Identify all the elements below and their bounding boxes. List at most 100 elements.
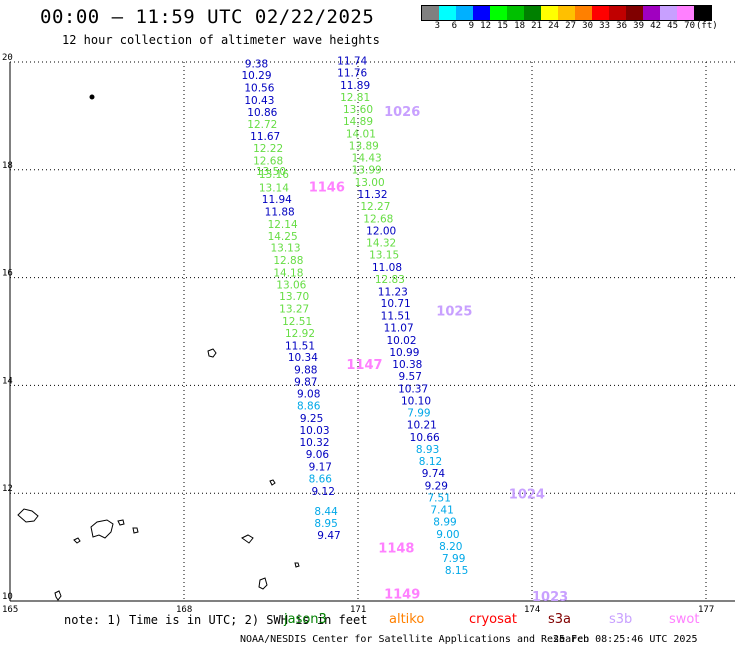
legend-label: 70 (684, 21, 695, 31)
legend-swatch (439, 6, 456, 20)
island-outline (117, 519, 125, 526)
pass-number-label: 1026 (384, 105, 420, 120)
wave-height-value: 12.00 (366, 225, 396, 237)
wave-height-value: 11.32 (357, 189, 387, 201)
legend-swatch (507, 6, 524, 20)
wave-height-value: 11.07 (384, 323, 414, 335)
legend-label: 30 (582, 21, 593, 31)
satellite-legend-cryosat: cryosat (469, 612, 517, 627)
legend-swatch (694, 6, 711, 20)
wave-height-value: 8.95 (314, 518, 337, 530)
wave-height-value: 8.20 (439, 541, 462, 553)
wave-height-value: 11.23 (378, 286, 408, 298)
y-tick-label: 20 (2, 53, 13, 63)
legend-label: 33 (599, 21, 610, 31)
wave-height-value: 10.66 (410, 432, 440, 444)
wave-height-value: 11.08 (372, 262, 402, 274)
wave-height-value: 10.71 (381, 298, 411, 310)
island-outline (258, 577, 268, 590)
legend-swatch (626, 6, 643, 20)
wave-height-value: 10.10 (401, 395, 431, 407)
wave-height-value: 12.81 (340, 92, 370, 104)
wave-height-value: 11.51 (285, 340, 315, 352)
wave-height-value: 11.76 (337, 68, 367, 80)
wave-height-value: 13.00 (355, 177, 385, 189)
wave-height-value: 9.17 (309, 462, 332, 474)
wave-height-value: 12.92 (285, 328, 315, 340)
satellite-legend-swot: swot (669, 612, 700, 627)
wave-height-value: 9.25 (300, 413, 323, 425)
wave-height-value: 8.15 (445, 565, 468, 577)
pass-number-label: 1025 (436, 304, 472, 319)
wave-height-value: 8.99 (433, 517, 456, 529)
wave-height-value: 9.74 (422, 468, 446, 480)
wave-height-value: 10.32 (299, 437, 329, 449)
legend-swatch (541, 6, 558, 20)
legend-label: 21 (531, 21, 542, 31)
wave-height-value: 7.51 (428, 492, 451, 504)
satellite-legend-s3b: s3b (609, 612, 633, 627)
x-tick-label: 165 (2, 605, 18, 615)
island-outline (207, 348, 217, 358)
lat-lon-grid: 20 18 16 14 12 10 165 168 171 174 177 (2, 53, 735, 615)
wave-height-value: 8.93 (416, 444, 439, 456)
pass-number-label: 1024 (509, 488, 545, 503)
pass-number-label: 1147 (346, 358, 382, 373)
wave-height-value: 13.14 (259, 182, 289, 194)
wave-height-value: 14.43 (352, 153, 382, 165)
wave-height-value: 11.88 (265, 207, 295, 219)
x-tick-label: 174 (524, 605, 540, 615)
wave-height-value: 8.66 (309, 473, 333, 485)
wave-height-value: 10.02 (386, 335, 416, 347)
wave-height-value: 12.14 (268, 219, 298, 231)
wave-height-value: 13.70 (279, 291, 309, 303)
wave-height-value: 10.37 (398, 383, 428, 395)
legend-unit: (ft) (696, 21, 718, 31)
legend-label: 15 (497, 21, 508, 31)
wave-height-value: 14.32 (366, 237, 396, 249)
wave-height-value: 9.87 (294, 376, 317, 388)
legend-swatch (456, 6, 473, 20)
footer-timestamp: 25 Feb 08:25:46 UTC 2025 (553, 634, 698, 645)
legend-swatch (609, 6, 626, 20)
wave-height-value: 11.67 (250, 131, 280, 143)
island-outline (241, 534, 254, 544)
wave-height-value: 13.06 (276, 279, 306, 291)
legend-swatch (558, 6, 575, 20)
wave-height-value: 12.88 (273, 255, 303, 267)
y-tick-label: 12 (2, 484, 13, 494)
legend-label: 45 (667, 21, 678, 31)
legend-label: 39 (633, 21, 644, 31)
wave-height-value: 12.22 (253, 143, 283, 155)
wave-height-value: 12.68 (363, 214, 393, 226)
wave-height-value: 9.38 (245, 58, 268, 70)
legend-swatch (524, 6, 541, 20)
legend-label: 3 (434, 21, 440, 31)
island-dot (89, 94, 95, 100)
wave-height-value: 9.00 (436, 529, 459, 541)
wave-height-value: 10.86 (247, 107, 277, 119)
footer-credit: NOAA/NESDIS Center for Satellite Applica… (240, 634, 590, 645)
wave-height-value: 11.51 (381, 311, 411, 323)
legend-swatch (660, 6, 677, 20)
wave-height-value: 10.56 (244, 83, 274, 95)
wave-height-value: 7.99 (407, 408, 430, 420)
wave-height-value: 9.06 (306, 449, 330, 461)
wave-height-value: 8.12 (419, 456, 442, 468)
wave-height-value: 8.44 (314, 506, 338, 518)
x-tick-label: 177 (698, 605, 714, 615)
wave-height-value: 13.27 (279, 304, 309, 316)
y-tick-label: 18 (2, 161, 13, 171)
y-tick-label: 10 (2, 592, 13, 602)
wave-height-value: 13.13 (270, 243, 300, 255)
pass-number-label: 1023 (532, 590, 568, 605)
wave-height-value: 12.27 (360, 201, 390, 213)
wave-height-value: 13.50 (256, 166, 286, 178)
wave-height-value: 10.99 (389, 347, 419, 359)
wave-height-value: 10.38 (392, 359, 422, 371)
legend-swatch (592, 6, 609, 20)
wave-height-value: 9.47 (317, 530, 340, 542)
wave-height-value: 11.94 (262, 194, 292, 206)
wave-height-value: 13.60 (343, 104, 373, 116)
